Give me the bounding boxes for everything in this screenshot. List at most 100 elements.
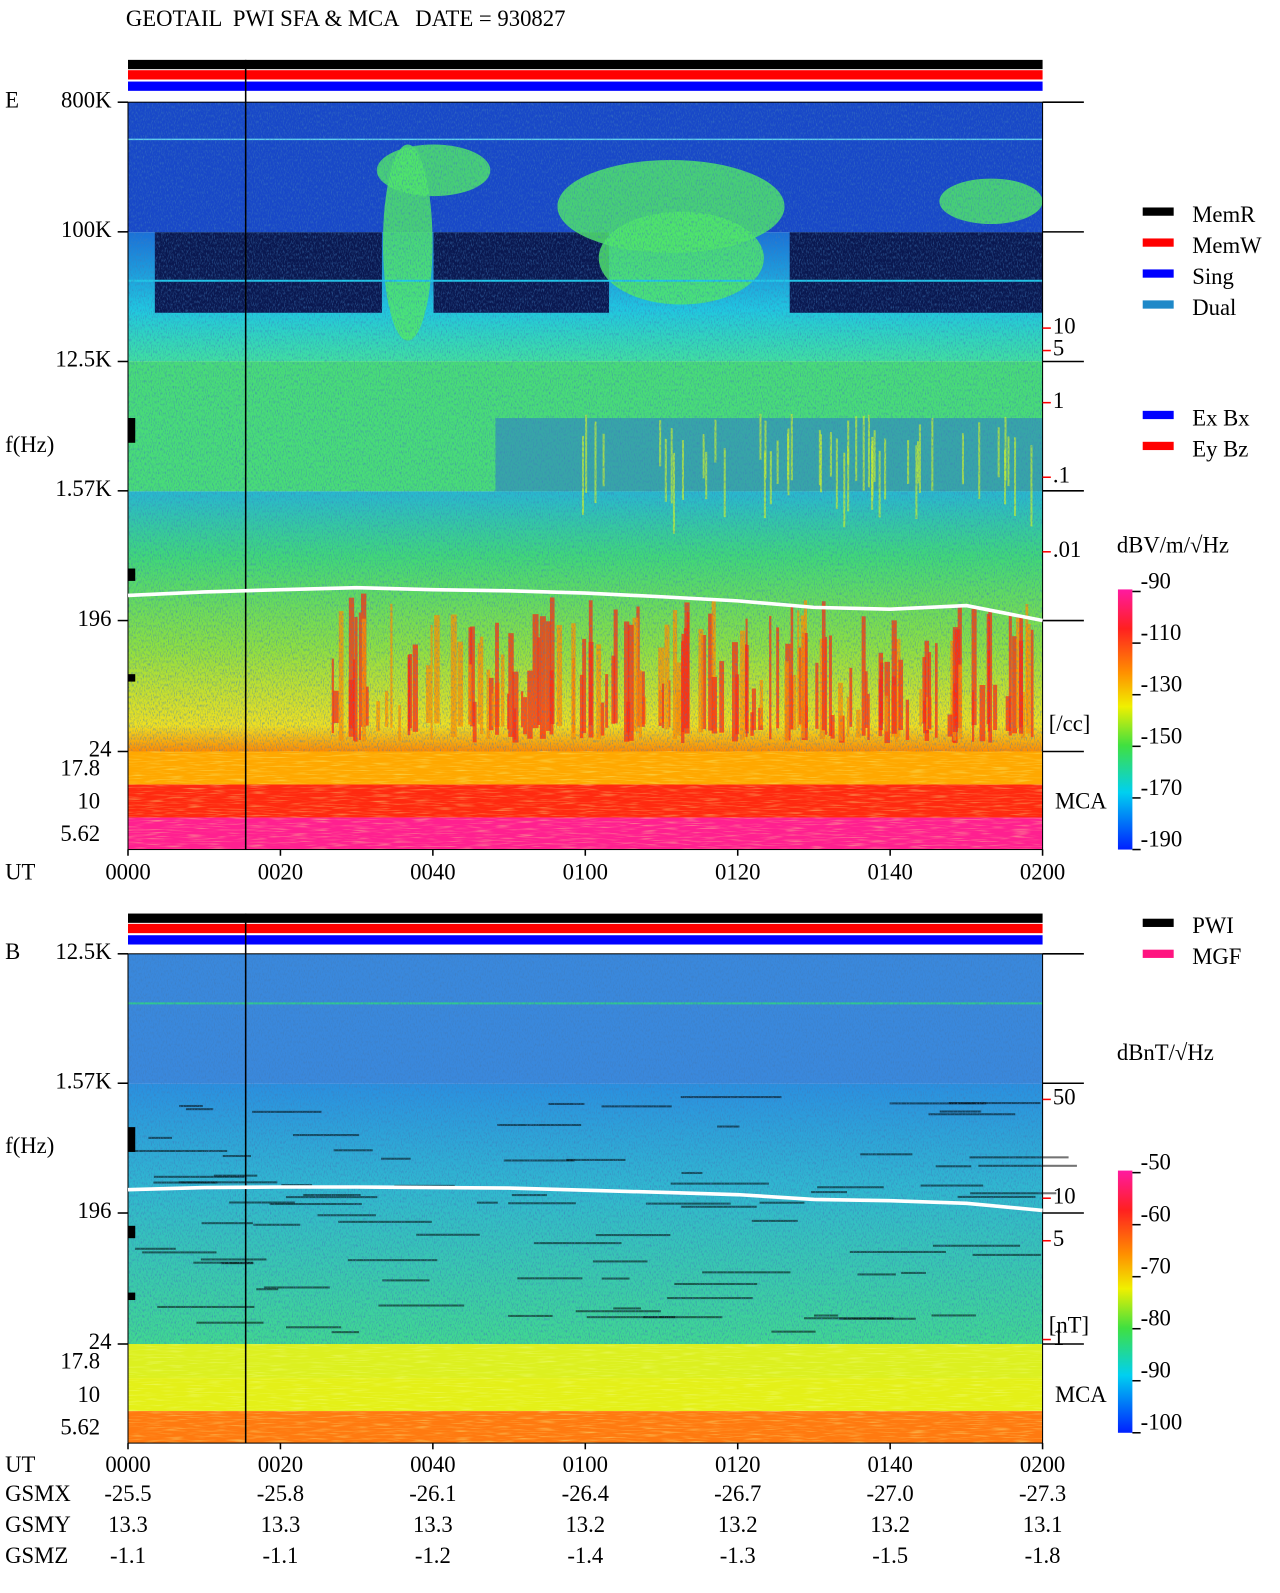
status-bar xyxy=(128,81,1043,91)
y2-tick-label: 10 xyxy=(1053,313,1076,338)
y-axis-label: f(Hz) xyxy=(5,432,54,457)
x-tick-label: 0140 xyxy=(867,860,912,885)
mca-channel-label: 5.62 xyxy=(60,1414,100,1439)
orbit-value: -26.1 xyxy=(409,1481,456,1506)
orbit-label: GSMX xyxy=(5,1481,71,1506)
y-tick-label: 800K xyxy=(61,87,112,112)
orbit-value: -1.8 xyxy=(1025,1543,1061,1568)
legend-swatch xyxy=(1142,949,1174,958)
y2-tick-label: 5 xyxy=(1053,336,1064,361)
y-tick-label: 1.57K xyxy=(55,1068,112,1093)
y-tick-label: 24 xyxy=(89,1329,112,1354)
y-tick-label: 12.5K xyxy=(55,347,112,372)
marker xyxy=(128,418,136,443)
title: GEOTAIL PWI SFA & MCA DATE = 930827 xyxy=(126,6,566,31)
x-tick-label: 0140 xyxy=(867,1452,912,1477)
legend-label: Sing xyxy=(1192,264,1234,289)
y2-tick-label: 1 xyxy=(1053,388,1064,413)
orbit-value: -27.0 xyxy=(867,1481,914,1506)
orbit-value: 13.3 xyxy=(108,1512,148,1537)
colorbar-label: dBnT/√Hz xyxy=(1117,1040,1214,1065)
orbit-value: 13.1 xyxy=(1023,1512,1063,1537)
noise xyxy=(128,1344,1043,1444)
colorbar-tick-label: -110 xyxy=(1141,620,1182,645)
x-tick-label: 0120 xyxy=(715,1452,760,1477)
colorbar-tick-label: -90 xyxy=(1141,1358,1171,1383)
legend-swatch xyxy=(1142,441,1174,451)
x-tick-label: 0100 xyxy=(563,860,608,885)
orbit-value: -1.3 xyxy=(720,1543,756,1568)
orbit-value: 13.2 xyxy=(870,1512,910,1537)
y-tick-label: 24 xyxy=(89,737,112,762)
legend-label: MGF xyxy=(1192,944,1241,969)
orbit-value: -27.3 xyxy=(1019,1481,1066,1506)
y2-tick-label: .01 xyxy=(1053,537,1081,562)
colorbar-tick-label: -60 xyxy=(1141,1202,1171,1227)
colorbar xyxy=(1117,589,1133,850)
marker xyxy=(128,1292,136,1301)
y2-tick-label: 1 xyxy=(1053,1325,1064,1350)
orbit-value: 13.3 xyxy=(261,1512,301,1537)
orbit-value: 13.2 xyxy=(565,1512,605,1537)
panel-label: E xyxy=(5,87,19,112)
marker xyxy=(128,568,136,581)
x-tick-label: 0020 xyxy=(258,1452,303,1477)
mca-channel-label: 5.62 xyxy=(60,821,100,846)
legend-swatch xyxy=(1142,238,1174,247)
panel-label: B xyxy=(5,939,20,964)
mca-channel-label: 10 xyxy=(77,1382,100,1407)
x-tick-label: 0040 xyxy=(410,860,455,885)
x-tick-label: 0200 xyxy=(1020,1452,1065,1477)
orbit-value: -1.4 xyxy=(567,1543,603,1568)
y2-tick-label: 10 xyxy=(1053,1183,1076,1208)
y2-tick-label: .1 xyxy=(1053,462,1070,487)
trace-line xyxy=(127,585,1043,623)
mca-channel-label: 17.8 xyxy=(60,755,100,780)
y-tick-label: 196 xyxy=(77,1198,111,1223)
colorbar-tick-label: -150 xyxy=(1141,723,1183,748)
mca-label: MCA xyxy=(1055,788,1107,813)
y-axis-label: f(Hz) xyxy=(5,1133,54,1158)
legend-label: PWI xyxy=(1192,913,1234,938)
marker xyxy=(128,1127,136,1152)
orbit-label: GSMY xyxy=(5,1512,71,1537)
legend-label: Ex Bx xyxy=(1192,405,1250,430)
y2-axis-label: [nT] xyxy=(1049,1313,1089,1338)
x-tick-label: 0040 xyxy=(410,1452,455,1477)
orbit-value: 13.2 xyxy=(718,1512,758,1537)
status-bar xyxy=(128,913,1043,923)
colorbar-tick-label: -100 xyxy=(1141,1410,1183,1435)
colorbar-tick-label: -70 xyxy=(1141,1254,1171,1279)
mca-channel-label: 17.8 xyxy=(60,1348,100,1373)
y-tick-label: 100K xyxy=(61,217,112,242)
orbit-value: -1.2 xyxy=(415,1543,451,1568)
figure-body: GEOTAIL PWI SFA & MCA DATE = 930827 17.8… xyxy=(5,6,1262,1568)
orbit-value: 13.3 xyxy=(413,1512,453,1537)
x-axis-label: UT xyxy=(5,860,35,885)
colorbar-tick-label: -130 xyxy=(1141,672,1183,697)
y-tick-label: 196 xyxy=(77,606,111,631)
legend-label: MemR xyxy=(1192,202,1256,227)
colorbar-tick-label: -170 xyxy=(1141,775,1183,800)
legend-label: MemW xyxy=(1192,233,1262,258)
x-axis-label: UT xyxy=(5,1452,35,1477)
x-tick-label: 0020 xyxy=(258,860,303,885)
y2-tick-label: 5 xyxy=(1053,1226,1064,1251)
y2-tick-label: 50 xyxy=(1053,1085,1076,1110)
legend-label: Dual xyxy=(1192,295,1236,320)
noise xyxy=(128,953,1043,1345)
marker xyxy=(128,674,136,682)
trace-line xyxy=(127,1185,1043,1213)
mca-label: MCA xyxy=(1055,1382,1107,1407)
x-tick-label: 0120 xyxy=(715,860,760,885)
legend-swatch xyxy=(1142,410,1174,420)
colorbar-tick-label: -80 xyxy=(1141,1306,1171,1331)
orbit-value: -1.1 xyxy=(110,1543,146,1568)
mca-channel-label: 10 xyxy=(77,788,100,813)
legend-swatch xyxy=(1142,269,1174,278)
legend-swatch xyxy=(1142,918,1174,927)
orbit-value: -1.5 xyxy=(872,1543,908,1568)
orbit-value: -26.4 xyxy=(562,1481,609,1506)
